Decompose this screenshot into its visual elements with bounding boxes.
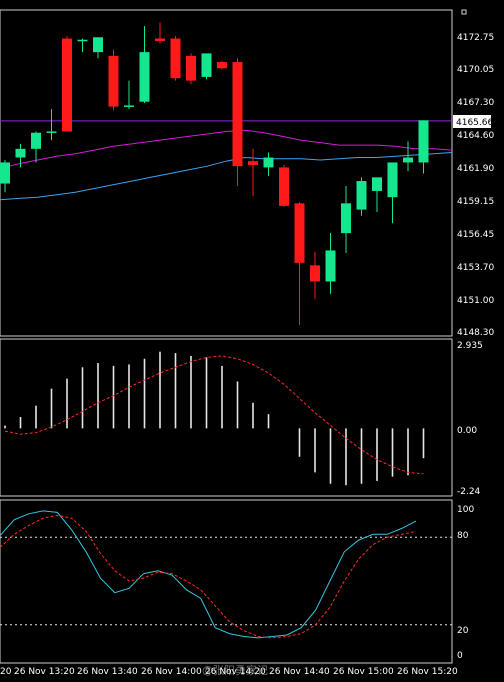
bullish-candle bbox=[15, 143, 26, 168]
candle-body bbox=[93, 37, 103, 53]
stochastic-tick: 100 bbox=[457, 505, 474, 515]
bearish-candle bbox=[232, 58, 243, 187]
candle-body bbox=[310, 265, 320, 282]
stochastic-tick: 80 bbox=[457, 531, 469, 541]
candle-body bbox=[108, 55, 119, 107]
bearish-candle bbox=[155, 22, 165, 44]
bearish-candle bbox=[170, 36, 181, 81]
price-tick: 4164.60 bbox=[457, 131, 494, 141]
bullish-candle bbox=[0, 159, 10, 193]
candle-body bbox=[372, 177, 382, 191]
macd-tick: -2.24 bbox=[457, 487, 481, 497]
candle-body bbox=[248, 161, 258, 165]
bullish-candle bbox=[46, 109, 57, 141]
price-tick: 4156.45 bbox=[457, 230, 494, 240]
price-tick: 4172.75 bbox=[457, 33, 494, 43]
candle-body bbox=[155, 38, 165, 41]
time-axis-label: 26 Nov 15:20 bbox=[397, 667, 458, 677]
bullish-candle bbox=[325, 233, 336, 294]
bullish-candle bbox=[372, 177, 382, 213]
macd-panel-frame bbox=[0, 338, 453, 497]
candle-body bbox=[139, 52, 150, 102]
price-series-layer bbox=[0, 22, 453, 325]
bullish-candle bbox=[356, 177, 367, 216]
candle-body bbox=[77, 39, 88, 42]
bullish-candle bbox=[403, 141, 413, 172]
candle-body bbox=[263, 157, 274, 168]
price-panel-frame bbox=[0, 9, 453, 337]
stochastic-tick: 0 bbox=[457, 651, 463, 661]
candle-body bbox=[15, 148, 26, 158]
time-axis-label: 26 Nov 14:20 bbox=[205, 667, 266, 677]
bearish-candle bbox=[186, 53, 196, 85]
moving-average-slow-line bbox=[0, 152, 453, 201]
time-axis-label: 26 Nov 15:00 bbox=[333, 667, 394, 677]
time-axis-label: 20 bbox=[0, 667, 12, 677]
candle-body bbox=[418, 120, 429, 163]
bearish-candle bbox=[248, 148, 258, 196]
macd-signal-line bbox=[4, 355, 424, 475]
stochastic-signal-line bbox=[0, 514, 417, 639]
price-tick: 4159.15 bbox=[457, 197, 494, 207]
macd-tick: 2.935 bbox=[457, 341, 483, 351]
bullish-candle bbox=[263, 152, 274, 177]
candle-body bbox=[341, 203, 351, 234]
stochastic-tick: 20 bbox=[457, 626, 469, 636]
stochastic-series-layer bbox=[0, 510, 452, 639]
candle-body bbox=[294, 203, 305, 263]
bullish-candle bbox=[341, 186, 351, 253]
stochastic-main-line bbox=[0, 510, 417, 639]
macd-series-layer bbox=[4, 351, 425, 486]
bullish-candle bbox=[77, 38, 88, 53]
time-axis-label: 26 Nov 14:00 bbox=[141, 667, 202, 677]
current-price-box bbox=[453, 115, 491, 128]
bullish-candle bbox=[31, 131, 41, 163]
candle-body bbox=[279, 167, 289, 206]
time-axis-label: 26 Nov 13:40 bbox=[77, 667, 138, 677]
bullish-candle bbox=[93, 37, 103, 59]
candle-body bbox=[201, 53, 212, 77]
bearish-candle bbox=[279, 164, 289, 208]
stochastic-panel-frame bbox=[0, 499, 453, 664]
candle-body bbox=[46, 131, 57, 133]
bullish-candle bbox=[139, 26, 150, 103]
bullish-candle bbox=[418, 120, 429, 174]
bearish-candle bbox=[310, 251, 320, 299]
macd-tick: 0.00 bbox=[457, 426, 477, 436]
bullish-candle bbox=[387, 162, 398, 224]
candle-body bbox=[62, 38, 72, 132]
bearish-candle bbox=[62, 36, 72, 132]
candle-body bbox=[403, 157, 413, 163]
watermark-text: @张阳勇家记 bbox=[202, 664, 268, 677]
candle-body bbox=[356, 181, 367, 210]
price-tick: 4170.05 bbox=[457, 65, 494, 75]
candle-body bbox=[186, 55, 196, 81]
bullish-candle bbox=[201, 53, 212, 80]
candle-body bbox=[31, 132, 41, 149]
candle-body bbox=[325, 250, 336, 282]
bearish-candle bbox=[108, 49, 119, 111]
bullish-candle bbox=[124, 80, 134, 110]
candle-body bbox=[0, 162, 10, 184]
time-axis-label: 26 Nov 13:20 bbox=[14, 667, 75, 677]
bearish-candle bbox=[294, 202, 305, 325]
candle-body bbox=[217, 62, 227, 69]
time-axis-label: 26 Nov 14:40 bbox=[269, 667, 330, 677]
price-tick: 4148.30 bbox=[457, 328, 494, 338]
moving-average-fast-line bbox=[0, 129, 453, 170]
bearish-candle bbox=[217, 60, 227, 70]
candle-body bbox=[232, 62, 243, 167]
chart-corner-marker bbox=[461, 9, 467, 15]
candle-body bbox=[170, 38, 181, 79]
candle-body bbox=[387, 162, 398, 198]
current-price-label: 4165.66 bbox=[456, 118, 493, 128]
price-tick: 4167.30 bbox=[457, 98, 494, 108]
price-tick: 4161.90 bbox=[457, 164, 494, 174]
candle-body bbox=[124, 105, 134, 107]
price-tick: 4153.70 bbox=[457, 263, 494, 273]
price-tick: 4151.00 bbox=[457, 296, 494, 306]
